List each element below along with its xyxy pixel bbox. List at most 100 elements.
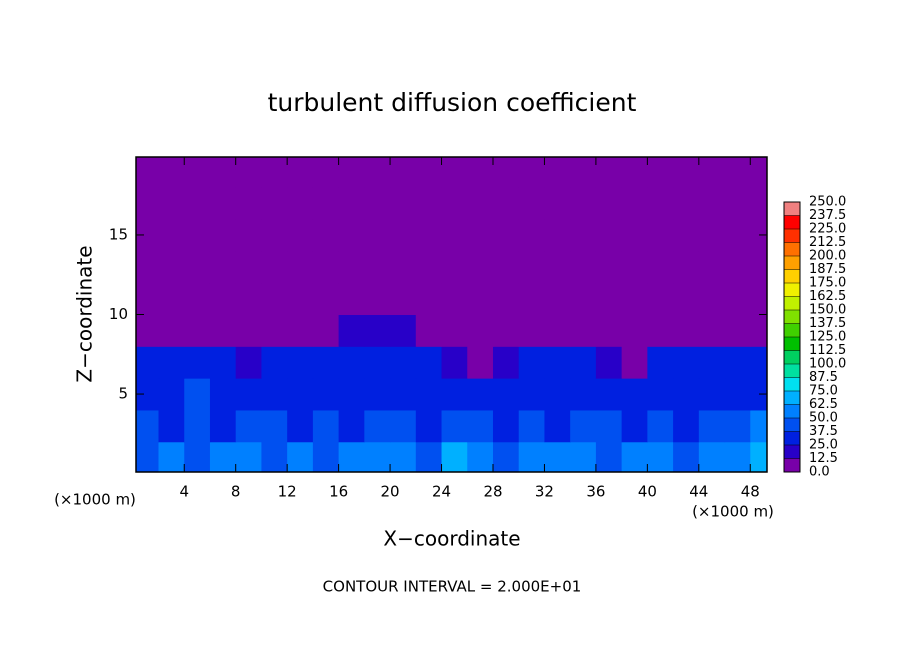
colorbar-label: 212.5 — [809, 235, 846, 250]
cell — [261, 219, 288, 252]
cell — [750, 314, 767, 347]
cell — [570, 187, 597, 220]
cell — [467, 314, 494, 347]
cell — [235, 219, 262, 252]
colorbar-label: 162.5 — [809, 289, 846, 304]
cell — [338, 409, 365, 443]
cell — [209, 409, 237, 443]
cell — [338, 378, 365, 411]
cell — [647, 250, 674, 284]
cell — [287, 314, 314, 347]
cell — [698, 314, 726, 347]
cell — [312, 346, 340, 379]
cell — [312, 378, 340, 411]
colorbar-swatch — [784, 458, 800, 472]
cell — [570, 250, 597, 284]
cell — [492, 282, 520, 315]
cell — [312, 187, 340, 220]
cell — [184, 250, 211, 284]
colorbar-label: 187.5 — [809, 262, 846, 277]
cell — [158, 187, 185, 220]
x-tick-label: 28 — [483, 483, 502, 501]
cell — [184, 219, 211, 252]
cell — [209, 250, 237, 284]
cell — [415, 250, 443, 284]
cell — [390, 157, 417, 188]
cell — [647, 219, 674, 252]
cell — [338, 314, 365, 347]
cell — [158, 314, 185, 347]
cell — [364, 250, 391, 284]
cell — [441, 157, 468, 188]
colorbar-swatch — [784, 391, 800, 405]
cell — [184, 282, 211, 315]
colorbar-label: 25.0 — [809, 438, 838, 453]
cell — [518, 157, 545, 188]
cell — [390, 187, 417, 220]
colorbar-swatch — [784, 296, 800, 310]
cell — [441, 314, 468, 347]
x-tick-label: 48 — [741, 483, 760, 501]
cell — [287, 250, 314, 284]
cell — [595, 219, 623, 252]
cell — [544, 250, 571, 284]
cell — [698, 346, 726, 379]
colorbar-label: 150.0 — [809, 303, 846, 318]
cell — [673, 282, 700, 315]
cell — [750, 219, 767, 252]
cell — [209, 378, 237, 411]
cell — [209, 346, 237, 379]
cell — [698, 441, 726, 472]
cell — [338, 157, 365, 188]
x-tick-label: 40 — [638, 483, 657, 501]
cell — [492, 409, 520, 443]
cell — [621, 378, 648, 411]
cell — [647, 409, 674, 443]
cell — [595, 282, 623, 315]
cell — [595, 157, 623, 188]
cell — [441, 346, 468, 379]
x-tick-label: 24 — [432, 483, 451, 501]
x-tick-label: 8 — [231, 483, 241, 501]
cell — [673, 219, 700, 252]
cell — [750, 250, 767, 284]
cell — [364, 378, 391, 411]
cell — [647, 346, 674, 379]
cell — [441, 250, 468, 284]
cell — [595, 250, 623, 284]
colorbar-label: 100.0 — [809, 357, 846, 372]
cell — [415, 409, 443, 443]
x-tick-label: 4 — [179, 483, 189, 501]
cell — [261, 314, 288, 347]
colorbar-swatch — [784, 377, 800, 391]
colorbar-swatch — [784, 256, 800, 270]
colorbar-swatch — [784, 310, 800, 324]
cell — [595, 314, 623, 347]
x-tick-label: 44 — [689, 483, 708, 501]
cell — [518, 314, 545, 347]
cell — [158, 378, 185, 411]
y-tick-label: 5 — [118, 385, 128, 403]
cell — [209, 187, 237, 220]
cell — [364, 314, 391, 347]
cell — [136, 378, 160, 411]
cell — [544, 157, 571, 188]
x-tick-label: 36 — [586, 483, 605, 501]
cell — [209, 441, 237, 472]
colorbar-swatch — [784, 364, 800, 378]
cell — [287, 378, 314, 411]
cell — [261, 282, 288, 315]
cell — [492, 346, 520, 379]
cell — [235, 187, 262, 220]
cell — [235, 250, 262, 284]
cell — [415, 346, 443, 379]
cell — [235, 441, 262, 472]
cell — [544, 314, 571, 347]
cell — [287, 157, 314, 188]
cell — [544, 346, 571, 379]
cell — [390, 409, 417, 443]
cell — [287, 346, 314, 379]
cell — [390, 219, 417, 252]
colorbar-label: 62.5 — [809, 397, 838, 412]
